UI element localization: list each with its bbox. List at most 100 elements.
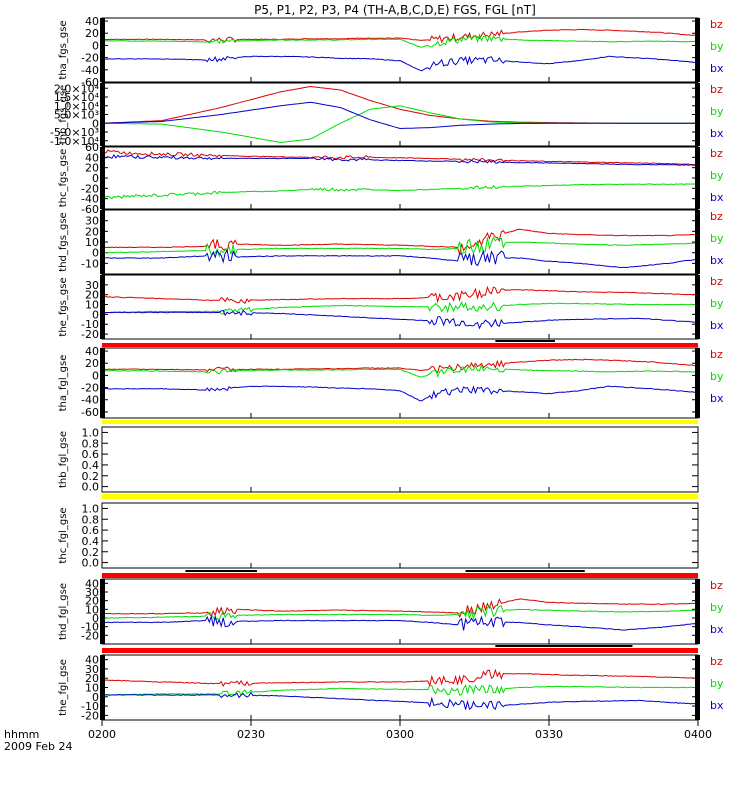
- edge-bar-left: [100, 275, 105, 339]
- y-tick-label: -10: [81, 700, 99, 713]
- y-tick-label: -20: [81, 709, 99, 722]
- edge-bar-right: [695, 275, 700, 339]
- y-tick-label: 0: [92, 612, 99, 625]
- legend-bz: bz: [710, 655, 723, 668]
- y-tick-label: 0.0: [82, 557, 100, 570]
- y-tick-label: 40: [85, 15, 99, 28]
- legend-bx: bx: [710, 62, 724, 75]
- y-tick-label: 10: [85, 603, 99, 616]
- edge-bar-right: [695, 579, 700, 644]
- y-tick-label: -60: [81, 203, 99, 216]
- legend-bx: bx: [710, 127, 724, 140]
- data-coverage-bar: [495, 340, 555, 342]
- series-line-bz: [101, 668, 699, 688]
- y-tick-label: 30: [85, 279, 99, 292]
- y-tick-label: 20: [85, 357, 99, 370]
- y-tick-label: 20: [85, 672, 99, 685]
- y-tick-label: 30: [85, 586, 99, 599]
- y-tick-label: 1.0: [82, 426, 100, 439]
- panel-frame: [101, 347, 699, 419]
- legend-bz: bz: [710, 18, 723, 31]
- series-line-bz: [101, 228, 699, 255]
- series-line-bz: [101, 598, 699, 618]
- legend-by: by: [710, 601, 724, 614]
- y-tick-label: 0.8: [82, 513, 100, 526]
- panel-frame: [101, 502, 699, 569]
- series-line-bx: [101, 101, 698, 130]
- series-line-by: [102, 105, 698, 144]
- legend-bx: bx: [710, 392, 724, 405]
- series-line-bx: [101, 55, 699, 72]
- y-tick-label: 0.4: [82, 535, 100, 548]
- series-line-bx: [101, 691, 699, 711]
- y-tick-label: 0.2: [82, 470, 100, 483]
- y-tick-label: 0: [92, 308, 99, 321]
- legend-by: by: [710, 370, 724, 383]
- series-line-by: [102, 301, 699, 315]
- legend-bz: bz: [710, 275, 723, 288]
- edge-bar-right: [695, 147, 700, 209]
- panel-ylabel: thc_fgl_gse: [58, 507, 69, 563]
- y-tick-label: 1.5×10⁴: [54, 91, 100, 104]
- data-coverage-bar: [465, 570, 585, 572]
- y-tick-label: -60: [81, 76, 99, 89]
- y-tick-label: 1.0: [82, 502, 100, 515]
- y-tick-label: 40: [85, 151, 99, 164]
- edge-bar-right: [695, 655, 700, 720]
- series-line-by: [102, 33, 699, 48]
- x-axis: 0200 0230 0300 0330 0400: [88, 720, 712, 741]
- legend-bz: bz: [710, 210, 723, 223]
- legend-bx: bx: [710, 191, 724, 204]
- edge-bar-right: [695, 210, 700, 274]
- y-tick-label: -10: [81, 318, 99, 331]
- date-label: 2009 Feb 24: [4, 740, 72, 753]
- series-line-bz: [102, 358, 699, 374]
- panel-ylabel: the_fgs_gse: [58, 277, 69, 336]
- y-tick-label: 0.0: [82, 481, 100, 494]
- legend-by: by: [710, 105, 724, 118]
- panel-frame: [101, 426, 699, 493]
- x-tick-label: 0230: [237, 728, 265, 741]
- x-tick-label: 0200: [88, 728, 116, 741]
- edge-bar-left: [100, 18, 105, 82]
- edge-bar-left: [100, 348, 105, 418]
- x-unit-label: hhmm: [4, 728, 39, 741]
- y-tick-label: -20: [81, 52, 99, 65]
- panel-thb_fgl_gse: 1.00.80.60.40.20.0 thb_fgl_gse: [58, 426, 699, 494]
- y-tick-label: 10: [85, 682, 99, 695]
- legend-by: by: [710, 169, 724, 182]
- edge-bar-right: [695, 83, 700, 146]
- y-tick-label: -20: [81, 382, 99, 395]
- y-tick-label: -1.0×10⁴: [50, 135, 100, 148]
- y-tick-label: 0.6: [82, 524, 100, 537]
- series-line-by: [101, 183, 699, 200]
- y-tick-label: -20: [81, 328, 99, 341]
- series-line-bz: [101, 149, 699, 166]
- y-tick-label: 10: [85, 299, 99, 312]
- y-tick-label: 0.8: [82, 437, 100, 450]
- series-line-bx: [102, 614, 699, 631]
- panel-frame: [101, 146, 699, 210]
- y-tick-label: 40: [85, 654, 99, 667]
- chart-title: P5, P1, P2, P3, P4 (TH-A,B,C,D,E) FGS, F…: [254, 3, 536, 17]
- series-line-by: [101, 605, 699, 621]
- edge-bar-left: [100, 147, 105, 209]
- y-tick-label: -5.0×10³: [50, 126, 99, 139]
- panel-ylabel: thd_fgl_gse: [58, 583, 69, 640]
- y-tick-label: -10: [81, 621, 99, 634]
- legend-bx: bx: [710, 699, 724, 712]
- edge-bar-right: [695, 18, 700, 82]
- legend-bx: bx: [710, 623, 724, 636]
- panel-thc_fgl_gse: 1.00.80.60.40.20.0 thc_fgl_gse: [58, 502, 699, 570]
- series-line-bx: [101, 249, 698, 269]
- y-tick-label: 0.2: [82, 546, 100, 559]
- series-line-bz: [102, 28, 699, 44]
- y-tick-label: 0: [92, 247, 99, 260]
